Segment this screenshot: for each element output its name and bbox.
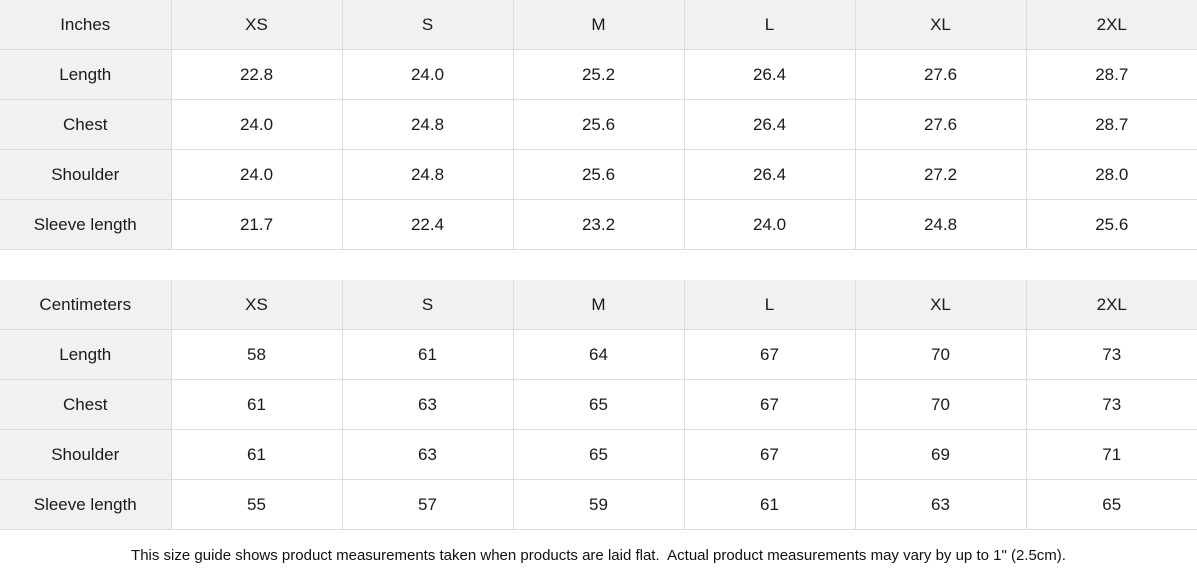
measurement-cell: 67: [683, 329, 856, 380]
table-spacer: [0, 250, 1197, 280]
centimeters-size-table: Centimeters XS S M L XL 2XL Length 58 61…: [0, 280, 1197, 530]
measurement-cell: 27.2: [854, 149, 1027, 200]
table-row: Sleeve length 55 57 59 61 63 65: [0, 479, 1197, 530]
measurement-cell: 27.6: [854, 99, 1027, 150]
measurement-cell: 28.7: [1025, 99, 1197, 150]
centimeters-header-row: Centimeters XS S M L XL 2XL: [0, 280, 1197, 330]
size-header-m: M: [512, 0, 685, 50]
measurement-cell: 61: [341, 329, 514, 380]
measurement-cell: 28.7: [1025, 49, 1197, 100]
row-label-shoulder: Shoulder: [0, 149, 172, 200]
size-guide-note: This size guide shows product measuremen…: [0, 530, 1197, 580]
size-header-s: S: [341, 0, 514, 50]
unit-header-inches: Inches: [0, 0, 172, 50]
measurement-cell: 26.4: [683, 149, 856, 200]
measurement-cell: 25.6: [1025, 199, 1197, 250]
size-header-xl: XL: [854, 280, 1027, 330]
measurement-cell: 61: [170, 429, 343, 480]
measurement-cell: 25.6: [512, 99, 685, 150]
table-row: Chest 61 63 65 67 70 73: [0, 379, 1197, 430]
table-row: Chest 24.0 24.8 25.6 26.4 27.6 28.7: [0, 99, 1197, 150]
measurement-cell: 69: [854, 429, 1027, 480]
size-header-m: M: [512, 280, 685, 330]
size-header-2xl: 2XL: [1025, 0, 1197, 50]
measurement-cell: 65: [1025, 479, 1197, 530]
measurement-cell: 24.0: [683, 199, 856, 250]
table-row: Shoulder 61 63 65 67 69 71: [0, 429, 1197, 480]
measurement-cell: 27.6: [854, 49, 1027, 100]
size-header-xs: XS: [170, 0, 343, 50]
inches-header-row: Inches XS S M L XL 2XL: [0, 0, 1197, 50]
measurement-cell: 24.0: [170, 149, 343, 200]
measurement-cell: 73: [1025, 329, 1197, 380]
size-header-l: L: [683, 0, 856, 50]
measurement-cell: 23.2: [512, 199, 685, 250]
row-label-length: Length: [0, 329, 172, 380]
measurement-cell: 59: [512, 479, 685, 530]
measurement-cell: 65: [512, 379, 685, 430]
table-row: Shoulder 24.0 24.8 25.6 26.4 27.2 28.0: [0, 149, 1197, 200]
row-label-chest: Chest: [0, 99, 172, 150]
row-label-chest: Chest: [0, 379, 172, 430]
measurement-cell: 57: [341, 479, 514, 530]
size-header-xl: XL: [854, 0, 1027, 50]
measurement-cell: 55: [170, 479, 343, 530]
measurement-cell: 24.8: [341, 99, 514, 150]
measurement-cell: 24.8: [341, 149, 514, 200]
measurement-cell: 63: [341, 429, 514, 480]
measurement-cell: 25.6: [512, 149, 685, 200]
size-header-s: S: [341, 280, 514, 330]
measurement-cell: 21.7: [170, 199, 343, 250]
measurement-cell: 25.2: [512, 49, 685, 100]
measurement-cell: 28.0: [1025, 149, 1197, 200]
measurement-cell: 61: [170, 379, 343, 430]
measurement-cell: 71: [1025, 429, 1197, 480]
size-header-xs: XS: [170, 280, 343, 330]
size-header-l: L: [683, 280, 856, 330]
size-header-2xl: 2XL: [1025, 280, 1197, 330]
measurement-cell: 22.8: [170, 49, 343, 100]
measurement-cell: 64: [512, 329, 685, 380]
unit-header-centimeters: Centimeters: [0, 280, 172, 330]
measurement-cell: 24.0: [341, 49, 514, 100]
measurement-cell: 70: [854, 329, 1027, 380]
measurement-cell: 67: [683, 379, 856, 430]
measurement-cell: 26.4: [683, 99, 856, 150]
measurement-cell: 58: [170, 329, 343, 380]
measurement-cell: 73: [1025, 379, 1197, 430]
measurement-cell: 26.4: [683, 49, 856, 100]
measurement-cell: 63: [854, 479, 1027, 530]
row-label-sleeve-length: Sleeve length: [0, 199, 172, 250]
row-label-sleeve-length: Sleeve length: [0, 479, 172, 530]
row-label-length: Length: [0, 49, 172, 100]
measurement-cell: 24.0: [170, 99, 343, 150]
table-row: Sleeve length 21.7 22.4 23.2 24.0 24.8 2…: [0, 199, 1197, 250]
measurement-cell: 24.8: [854, 199, 1027, 250]
measurement-cell: 70: [854, 379, 1027, 430]
measurement-cell: 22.4: [341, 199, 514, 250]
measurement-cell: 65: [512, 429, 685, 480]
inches-size-table: Inches XS S M L XL 2XL Length 22.8 24.0 …: [0, 0, 1197, 250]
row-label-shoulder: Shoulder: [0, 429, 172, 480]
measurement-cell: 67: [683, 429, 856, 480]
measurement-cell: 61: [683, 479, 856, 530]
table-row: Length 58 61 64 67 70 73: [0, 329, 1197, 380]
table-row: Length 22.8 24.0 25.2 26.4 27.6 28.7: [0, 49, 1197, 100]
measurement-cell: 63: [341, 379, 514, 430]
